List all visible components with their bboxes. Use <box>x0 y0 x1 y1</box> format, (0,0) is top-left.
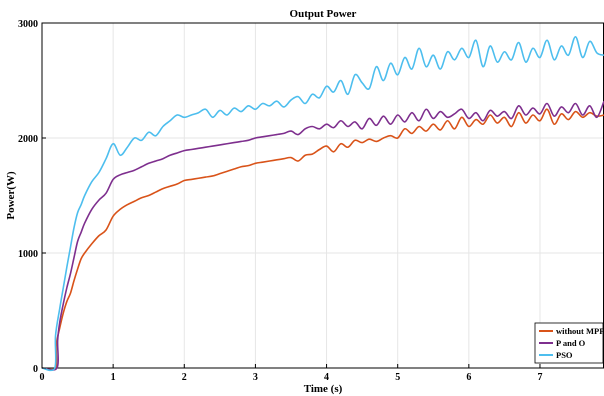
grid-lines <box>42 22 604 368</box>
series-group <box>41 35 604 372</box>
legend-label: P and O <box>556 338 586 348</box>
x-ticks: 0 1 2 3 4 5 6 7 <box>40 364 542 383</box>
x-tick-label: 2 <box>182 372 187 383</box>
legend-label: PSO <box>556 350 573 360</box>
y-tick-label: 1000 <box>18 249 38 260</box>
y-tick-label: 3000 <box>18 19 38 30</box>
x-tick-label: 7 <box>537 372 542 383</box>
x-tick-label: 6 <box>466 372 471 383</box>
y-ticks: 0 1000 2000 3000 <box>18 19 46 375</box>
y-tick-label: 2000 <box>18 134 38 145</box>
x-axis-label: Time (s) <box>304 383 343 395</box>
x-tick-label: 3 <box>253 372 258 383</box>
series-line-without-mppt <box>41 108 604 371</box>
x-tick-label: 5 <box>395 372 400 383</box>
series-line-pso <box>41 35 604 372</box>
y-axis-label: Power(W) <box>5 171 17 220</box>
y-tick-label: 0 <box>33 364 38 375</box>
x-tick-label: 4 <box>324 372 329 383</box>
x-tick-label: 1 <box>111 372 116 383</box>
series-line-p-and-o <box>41 100 604 371</box>
x-tick-label: 0 <box>40 372 45 383</box>
plot-frame <box>41 22 604 369</box>
legend: without MPPT P and O PSO <box>534 322 604 364</box>
legend-label: without MPPT <box>556 326 604 336</box>
chart-title: Output Power <box>290 8 357 20</box>
